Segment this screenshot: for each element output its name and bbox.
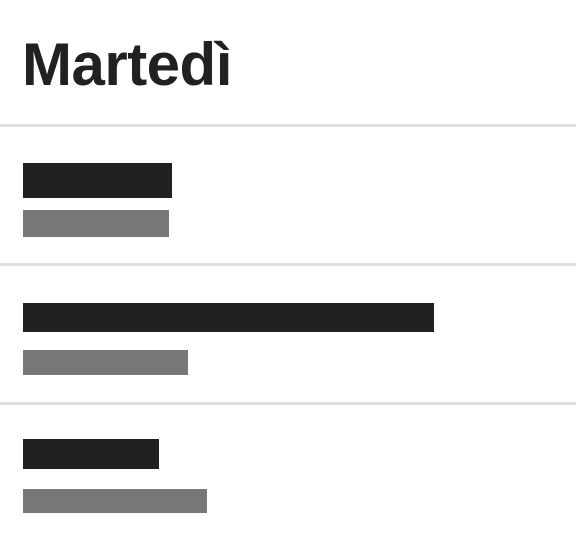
list-item[interactable]	[0, 405, 576, 544]
item-subtitle-redacted	[23, 489, 207, 513]
list-item[interactable]	[0, 266, 576, 405]
item-subtitle-redacted	[23, 210, 169, 237]
item-title-redacted	[23, 439, 159, 469]
day-title: Martedì	[22, 31, 232, 98]
item-title-redacted	[23, 163, 172, 198]
day-header: Martedì	[0, 0, 576, 127]
item-title-redacted	[23, 303, 434, 332]
item-subtitle-redacted	[23, 350, 188, 375]
event-list	[0, 127, 576, 544]
list-item[interactable]	[0, 127, 576, 266]
